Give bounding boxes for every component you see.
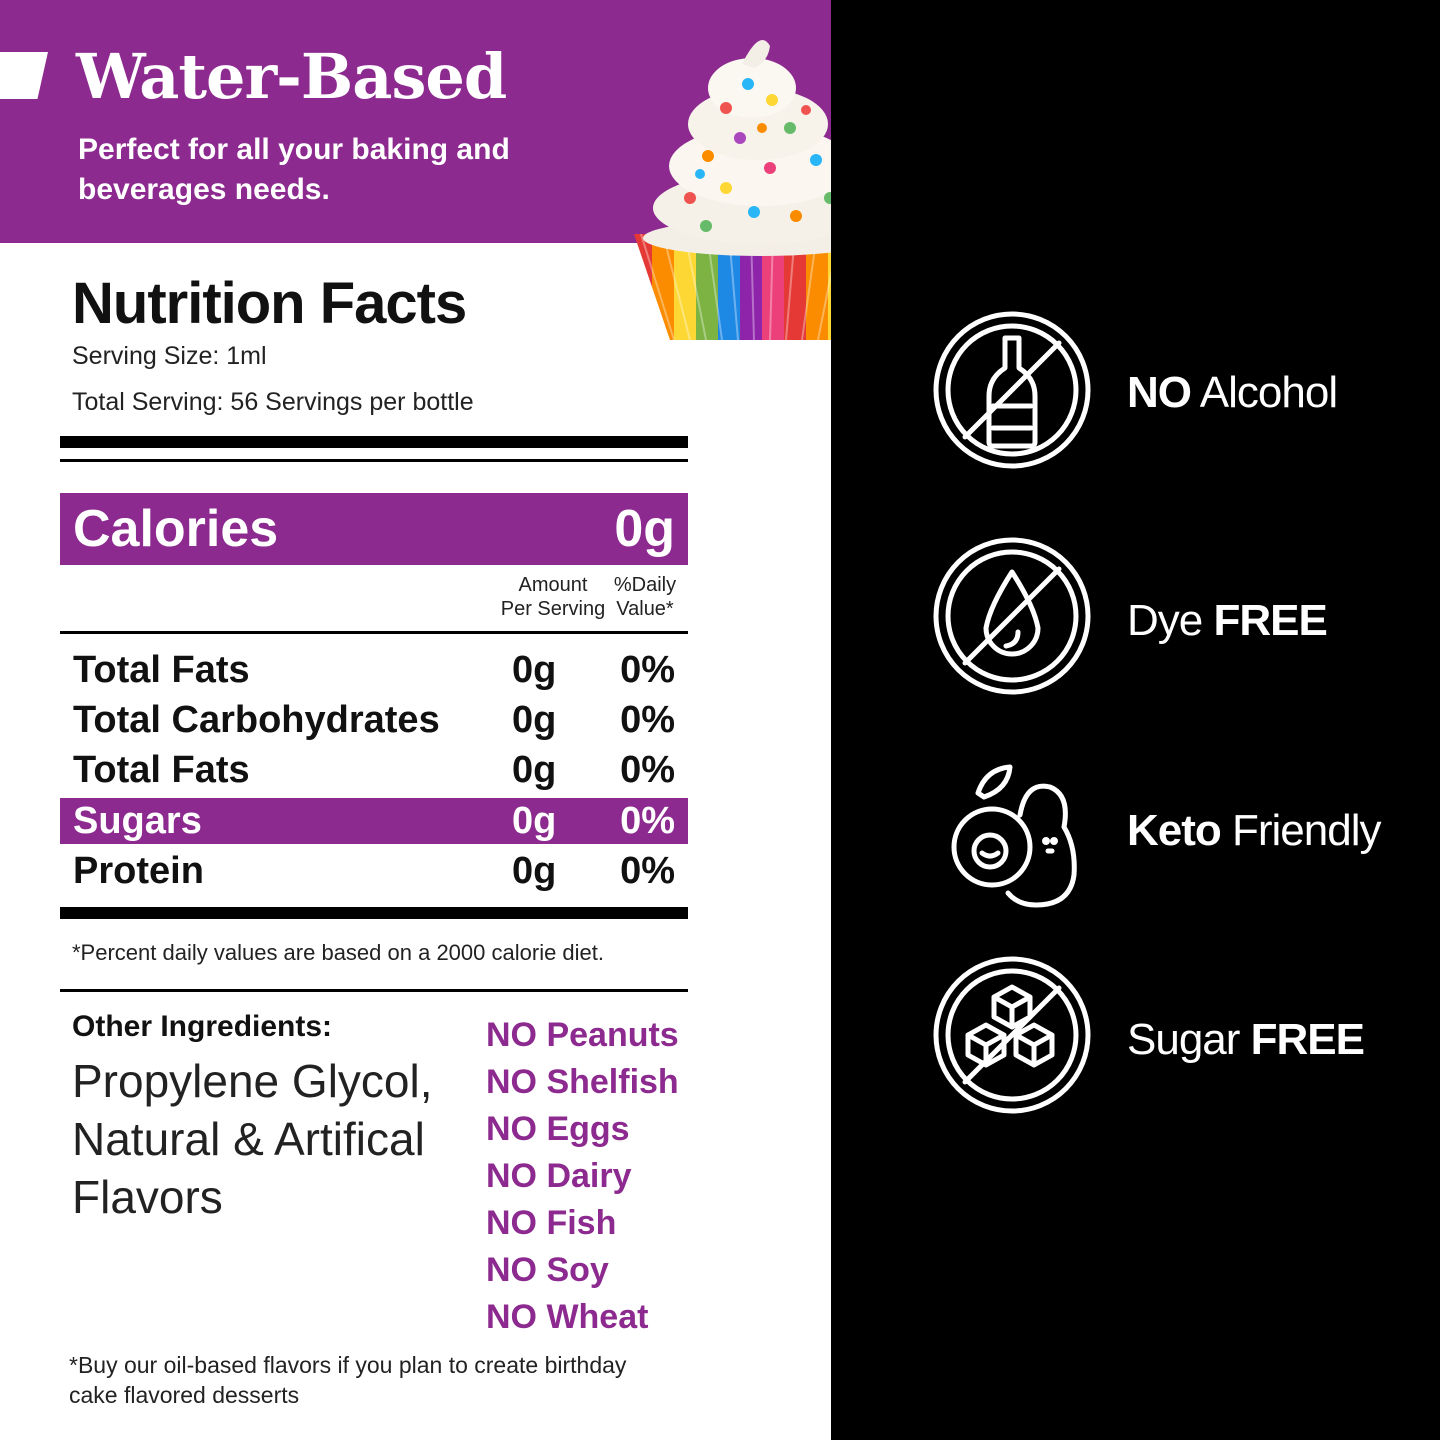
keto-avocado-icon xyxy=(951,764,1077,908)
allergen-item: NO Dairy xyxy=(486,1157,632,1195)
feature-text: Friendly xyxy=(1220,806,1381,855)
no-alcohol-icon xyxy=(933,311,1091,469)
sugar-free-icon xyxy=(933,956,1091,1114)
column-header-daily: %Daily Value* xyxy=(610,573,680,621)
feature-bold-text: NO xyxy=(1127,368,1192,417)
allergen-item: NO Fish xyxy=(486,1204,617,1242)
nutrient-row-highlighted: Sugars 0g 0% xyxy=(60,798,688,844)
banner-subtitle: Perfect for all your baking and beverage… xyxy=(78,133,510,206)
nutrition-facts-title: Nutrition Facts xyxy=(72,271,467,336)
nutrient-name: Sugars xyxy=(73,800,202,842)
nutrient-row: Total Carbohydrates 0g 0% xyxy=(60,697,688,743)
nutrient-percent: 0% xyxy=(620,649,675,691)
feature-label-no-alcohol: NO Alcohol xyxy=(1127,368,1338,418)
features-panel xyxy=(831,0,1440,1440)
nutrient-row: Total Fats 0g 0% xyxy=(60,647,688,693)
feature-text: Dye xyxy=(1127,596,1214,645)
total-serving: Total Serving: 56 Servings per bottle xyxy=(72,388,474,416)
other-ingredients-text: Propylene Glycol, Natural & Artifical Fl… xyxy=(72,1055,433,1223)
nutrition-panel: Water-Based Perfect for all your baking … xyxy=(0,0,888,1408)
nutrient-amount: 0g xyxy=(512,649,557,691)
feature-label-keto: Keto Friendly xyxy=(1127,806,1381,856)
oil-based-note: *Buy our oil-based flavors if you plan t… xyxy=(69,1352,627,1408)
feature-text: Sugar xyxy=(1127,1015,1251,1064)
column-header-daily-line2: Value* xyxy=(616,598,674,620)
allergen-item: NO Wheat xyxy=(486,1298,649,1336)
column-header-daily-line1: %Daily xyxy=(613,574,677,596)
nutrient-percent: 0% xyxy=(620,699,675,741)
nutrient-name: Total Fats xyxy=(73,649,250,691)
column-header-amount-line2: Per Serving xyxy=(500,598,606,620)
nutrient-name: Total Carbohydrates xyxy=(73,699,440,741)
ingredients-divider xyxy=(60,989,688,992)
feature-bold-text: FREE xyxy=(1250,1015,1365,1064)
allergen-item: NO Shelfish xyxy=(486,1063,679,1101)
nutrient-amount: 0g xyxy=(512,850,557,892)
thin-divider xyxy=(60,459,688,462)
nutrient-amount: 0g xyxy=(512,749,557,791)
other-ingredients-label: Other Ingredients: xyxy=(72,1010,333,1043)
feature-label-sugar-free: Sugar FREE xyxy=(1127,1015,1365,1065)
calories-bar: Calories 0g xyxy=(60,493,688,565)
nutrient-row: Total Fats 0g 0% xyxy=(60,747,688,793)
feature-label-dye-free: Dye FREE xyxy=(1127,596,1328,646)
feature-bold-text: FREE xyxy=(1213,596,1327,645)
allergen-item: NO Soy xyxy=(486,1251,609,1289)
allergen-list: NO Peanuts NO Shelfish NO Eggs NO Dairy … xyxy=(486,1012,679,1341)
calories-value: 0g xyxy=(614,500,675,558)
banner-tab-shape xyxy=(0,52,48,99)
column-header-amount: Amount Per Serving xyxy=(500,573,606,621)
serving-size: Serving Size: 1ml xyxy=(72,342,267,370)
nutrient-amount: 0g xyxy=(512,800,557,842)
nutrient-amount: 0g xyxy=(512,699,557,741)
banner-title: Water-Based xyxy=(76,40,507,113)
thick-divider-bottom xyxy=(60,907,688,919)
header-divider xyxy=(60,631,688,634)
nutrient-percent: 0% xyxy=(620,800,675,842)
feature-text: Alcohol xyxy=(1191,368,1338,417)
nutrient-percent: 0% xyxy=(620,850,675,892)
daily-value-footnote: *Percent daily values are based on a 200… xyxy=(72,940,605,965)
dye-free-icon xyxy=(933,537,1091,695)
nutrient-name: Total Fats xyxy=(73,749,250,791)
allergen-item: NO Eggs xyxy=(486,1110,630,1148)
feature-bold-text: Keto xyxy=(1127,806,1222,855)
thick-divider xyxy=(60,436,688,448)
nutrient-row: Protein 0g 0% xyxy=(60,848,688,894)
nutrient-name: Protein xyxy=(73,850,204,892)
column-header-amount-line1: Amount xyxy=(518,574,588,596)
allergen-item: NO Peanuts xyxy=(486,1016,679,1054)
calories-label: Calories xyxy=(73,500,279,558)
nutrient-percent: 0% xyxy=(620,749,675,791)
